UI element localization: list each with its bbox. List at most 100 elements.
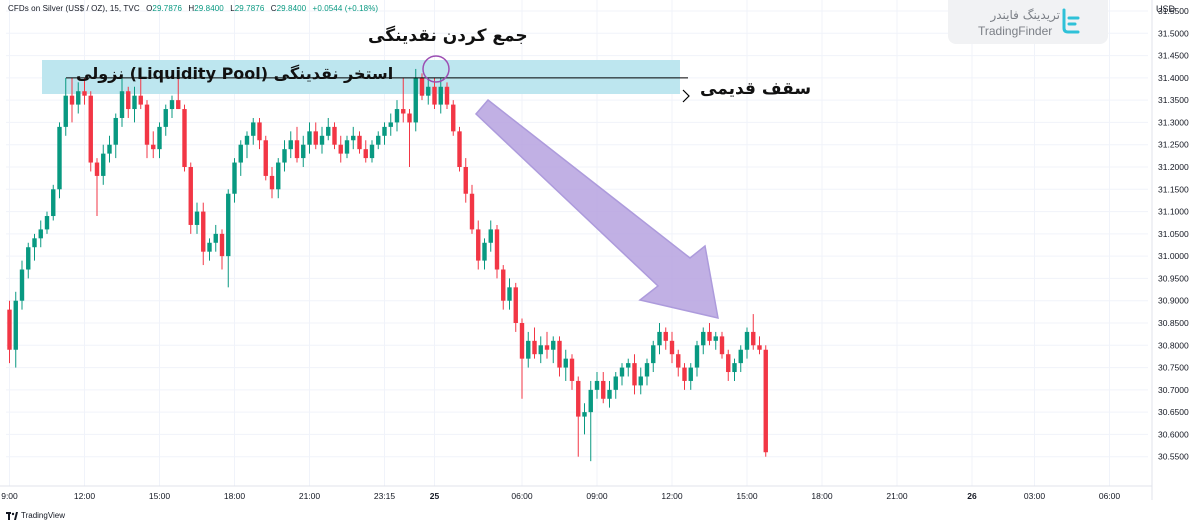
candle-body bbox=[357, 135, 362, 150]
candle bbox=[163, 104, 168, 136]
candle bbox=[582, 403, 587, 435]
candle bbox=[669, 331, 675, 364]
candle-body bbox=[76, 91, 81, 105]
candle bbox=[707, 323, 712, 346]
candle bbox=[588, 380, 593, 462]
candle-body bbox=[126, 91, 131, 110]
candle bbox=[551, 336, 556, 364]
candle-body bbox=[663, 331, 668, 341]
candle bbox=[82, 77, 87, 105]
candle bbox=[432, 77, 437, 110]
candle-body bbox=[401, 109, 406, 114]
candle-body bbox=[594, 380, 600, 390]
candle bbox=[482, 238, 487, 270]
candle bbox=[569, 354, 575, 390]
candle-body bbox=[226, 193, 231, 257]
candle bbox=[294, 126, 300, 163]
time-tick-label: 25 bbox=[430, 491, 440, 501]
currency-label[interactable]: USD bbox=[1156, 4, 1176, 14]
candle-body bbox=[532, 340, 537, 355]
candle-body bbox=[57, 126, 62, 190]
candle bbox=[76, 82, 81, 114]
candle-body bbox=[701, 331, 706, 346]
candle-body bbox=[88, 95, 93, 163]
candle bbox=[51, 184, 56, 221]
candle-body bbox=[257, 122, 262, 141]
candle bbox=[557, 336, 562, 377]
candle bbox=[526, 331, 531, 368]
candle-body bbox=[501, 269, 506, 301]
candle bbox=[488, 220, 493, 252]
candle bbox=[63, 77, 68, 136]
candle bbox=[688, 363, 693, 390]
candle bbox=[38, 220, 43, 248]
candle-body bbox=[101, 153, 106, 176]
candle-body bbox=[288, 140, 293, 150]
candle-body bbox=[169, 100, 175, 110]
symbol-name: CFDs on Silver (US$ / OZ), 15, TVC bbox=[8, 4, 140, 13]
tradingview-brand[interactable]: TradingView bbox=[6, 511, 65, 520]
candle-body bbox=[282, 149, 287, 163]
candle-body bbox=[538, 345, 543, 355]
tradingfinder-logo-icon bbox=[1062, 8, 1080, 34]
symbol-header: CFDs on Silver (US$ / OZ), 15, TVC O29.7… bbox=[8, 4, 378, 13]
candle-body bbox=[476, 229, 481, 261]
candle bbox=[594, 372, 600, 399]
candle bbox=[626, 358, 631, 377]
candle-body bbox=[157, 126, 162, 150]
candle-body bbox=[601, 380, 606, 399]
open-value: 29.7876 bbox=[152, 4, 183, 13]
candle bbox=[382, 122, 387, 145]
time-tick-label: 15:00 bbox=[736, 491, 758, 501]
time-axis[interactable]: 9:00 12:00 15:00 18:00 21:00 23:15 25 06:00 09:0… bbox=[0, 485, 1152, 501]
price-axis[interactable]: 31.5500 31.5000 31.4500 31.4000 31.3500 31.30… bbox=[1151, 0, 1189, 500]
candle bbox=[332, 122, 337, 150]
candle bbox=[138, 77, 143, 110]
candle bbox=[757, 336, 762, 355]
candle bbox=[538, 336, 543, 364]
tradingfinder-watermark: تریدینگ فایندر TradingFinder bbox=[948, 0, 1108, 44]
candle bbox=[69, 77, 75, 123]
candle-body bbox=[544, 345, 550, 350]
candle bbox=[151, 131, 156, 159]
candle bbox=[307, 122, 312, 154]
candle-body bbox=[244, 135, 250, 145]
candle bbox=[726, 349, 731, 381]
candle bbox=[157, 122, 162, 159]
candle bbox=[613, 372, 618, 399]
candle bbox=[632, 354, 637, 395]
candle bbox=[13, 291, 18, 368]
price-tick-label: 31.0000 bbox=[1158, 251, 1189, 261]
price-tick-label: 30.6500 bbox=[1158, 407, 1189, 417]
candle bbox=[251, 117, 256, 145]
candle bbox=[101, 144, 106, 185]
time-tick-label: 26 bbox=[967, 491, 977, 501]
time-tick-label: 06:00 bbox=[1099, 491, 1121, 501]
candle-body bbox=[444, 86, 450, 105]
old-ceiling-label: سقف قدیمی bbox=[700, 79, 812, 99]
candle bbox=[413, 68, 418, 132]
candle bbox=[451, 100, 456, 136]
candle-body bbox=[751, 331, 756, 346]
candle-body bbox=[69, 95, 75, 105]
candle bbox=[219, 229, 225, 270]
candle bbox=[188, 162, 193, 234]
candle bbox=[344, 135, 350, 159]
candle-body bbox=[607, 389, 612, 399]
candle bbox=[32, 233, 37, 261]
candle-body bbox=[94, 162, 100, 176]
candle-body bbox=[351, 135, 356, 141]
candle bbox=[357, 131, 362, 154]
candle bbox=[494, 224, 500, 279]
candle-body bbox=[426, 86, 431, 96]
candle-body bbox=[707, 331, 712, 341]
candle-body bbox=[63, 95, 68, 127]
candle-body bbox=[463, 167, 468, 194]
old-ceiling-line bbox=[66, 77, 690, 103]
candle-body bbox=[726, 354, 731, 373]
candle-body bbox=[407, 113, 412, 123]
candle-body bbox=[557, 340, 562, 368]
candle-body bbox=[451, 104, 456, 132]
candle-body bbox=[694, 345, 700, 368]
